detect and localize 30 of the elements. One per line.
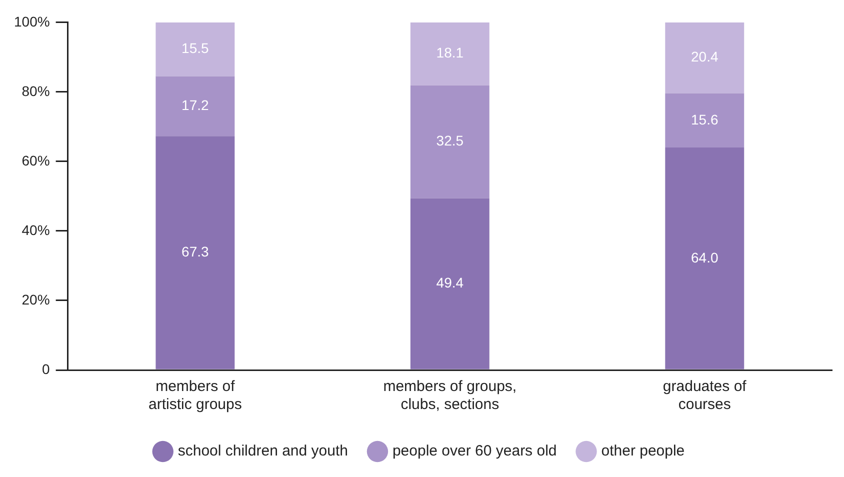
- data-label: 64.0: [691, 249, 718, 266]
- legend-label: school children and youth: [178, 442, 348, 460]
- bar: [665, 22, 744, 94]
- x-tick-label: members of artistic groups: [148, 378, 242, 414]
- y-tick-label: 0: [42, 360, 50, 377]
- legend-label: people over 60 years old: [392, 442, 557, 460]
- bar: [410, 22, 490, 86]
- x-tick-label: graduates of courses: [662, 378, 748, 414]
- bar: [410, 85, 490, 198]
- bar: [156, 136, 235, 370]
- bar: [410, 198, 490, 370]
- y-tick-label: 40%: [22, 222, 50, 238]
- y-tick-label: 100%: [14, 13, 50, 30]
- data-label: 15.5: [182, 40, 210, 56]
- bar: [665, 148, 744, 370]
- data-label: 32.5: [436, 132, 464, 149]
- bar: [665, 93, 744, 148]
- data-label: 20.4: [691, 48, 718, 65]
- y-tick-label: 20%: [22, 291, 50, 308]
- legend-label: other people: [601, 442, 685, 460]
- data-label: 67.3: [182, 244, 210, 260]
- data-label: 18.1: [436, 44, 464, 61]
- bar: [156, 22, 235, 76]
- data-label: 17.2: [182, 97, 210, 114]
- x-tick-label: members of groups, clubs, sections: [383, 378, 517, 414]
- y-tick-label: 60%: [22, 152, 50, 168]
- y-tick-label: 80%: [22, 82, 50, 99]
- data-label: 49.4: [436, 274, 464, 291]
- bar: [156, 76, 235, 136]
- data-label: 15.6: [691, 111, 718, 128]
